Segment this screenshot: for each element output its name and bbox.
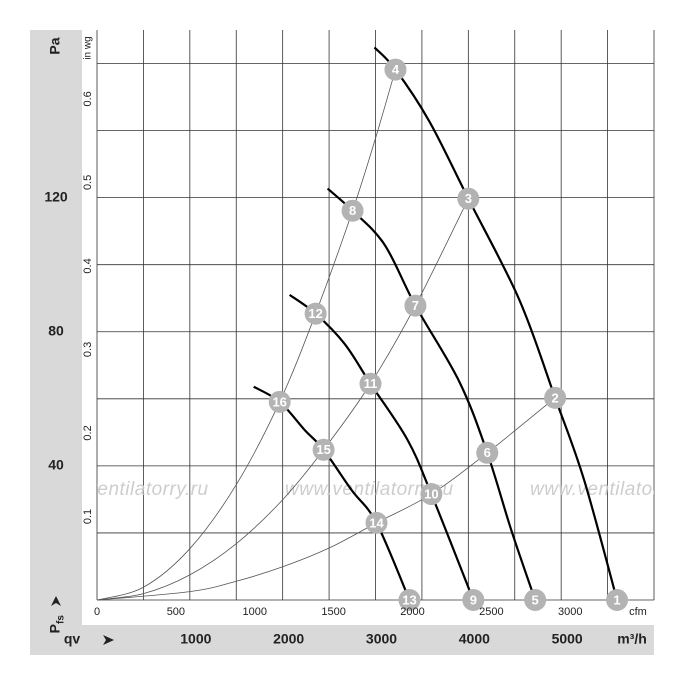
point-label: 9 [470, 592, 477, 607]
x2-tick-label: 3000 [558, 606, 582, 618]
point-label: 14 [369, 515, 384, 530]
x2-tick-label: 2500 [479, 606, 503, 618]
x-tick-label: 3000 [366, 631, 397, 647]
arrow [51, 596, 61, 606]
watermark: www.ventilatorry.ru [40, 479, 209, 500]
x-label: m³/h [617, 631, 647, 647]
pressure-symbol: P fs [47, 596, 67, 633]
fan-curve [326, 187, 537, 601]
point-marker [384, 58, 407, 81]
pressure-p: P [47, 624, 63, 633]
point-label: 13 [402, 592, 416, 607]
y-label: Pa [47, 37, 63, 54]
point-label: 5 [532, 592, 539, 607]
point-marker [462, 589, 485, 611]
x2-label: cfm [629, 606, 647, 618]
point-marker [404, 294, 427, 317]
flow-symbol: qv [64, 631, 81, 647]
point-label: 16 [272, 394, 286, 409]
point-label: 4 [392, 62, 400, 77]
y2-tick-label: 0.5 [82, 175, 94, 190]
fan-curve [373, 46, 619, 601]
point-label: 15 [316, 442, 330, 457]
y2-tick-label: 0.3 [82, 342, 94, 357]
point-label: 6 [484, 445, 491, 460]
point-marker [476, 441, 499, 464]
y-tick-label: 80 [48, 322, 64, 338]
point-marker [312, 438, 335, 461]
point-marker [398, 589, 421, 611]
y2-tick-label: 0.1 [82, 509, 94, 524]
point-label: 12 [308, 306, 322, 321]
point-label: 3 [465, 191, 472, 206]
curves: 4 3 2 1 8 7 6 5 12 11 10 9 16 15 14 13 [96, 46, 629, 611]
y2-tick-label: 0.4 [82, 258, 94, 273]
point-marker [268, 390, 291, 413]
point-marker [365, 511, 388, 534]
x2-tick-label: 1000 [243, 606, 267, 618]
x-band [30, 625, 654, 655]
point-label: 10 [424, 486, 438, 501]
y2-label: in wg [83, 36, 94, 59]
point-marker [420, 483, 443, 506]
point-label: 2 [552, 390, 559, 405]
point-label: 7 [412, 298, 419, 313]
point-marker [524, 589, 547, 611]
watermark: www.ventilatorry.ru [285, 479, 454, 500]
system-curve [96, 69, 396, 601]
watermark: www.ventilatorry.ru [530, 479, 684, 500]
x-tick-label: 1000 [180, 631, 211, 647]
x2-tick-label: 500 [167, 606, 185, 618]
y-band [30, 30, 82, 655]
y-tick-label: 40 [48, 457, 64, 473]
point-marker [359, 372, 382, 395]
point-marker [606, 589, 629, 611]
y2-tick-label: 0.2 [82, 425, 94, 440]
point-marker [544, 386, 567, 409]
arrow [103, 635, 114, 645]
x2-tick-label: 1500 [321, 606, 345, 618]
point-label: 8 [349, 203, 356, 218]
watermarks: www.ventilatorry.ru www.ventilatorry.ru ww… [40, 479, 684, 500]
x2-tick-label: 2000 [400, 606, 424, 618]
point-marker [341, 199, 364, 222]
point-marker [457, 187, 480, 210]
y-tick-label: 120 [44, 188, 68, 204]
x2-tick-label: 0 [94, 606, 100, 618]
x-tick-label: 2000 [273, 631, 304, 647]
y2-tick-label: 0.6 [82, 91, 94, 106]
x-tick-label: 5000 [552, 631, 583, 647]
point-marker [304, 302, 327, 325]
pressure-sub: fs [56, 615, 67, 624]
point-label: 11 [364, 376, 378, 391]
point-label: 1 [613, 592, 620, 607]
x-tick-label: 4000 [459, 631, 490, 647]
